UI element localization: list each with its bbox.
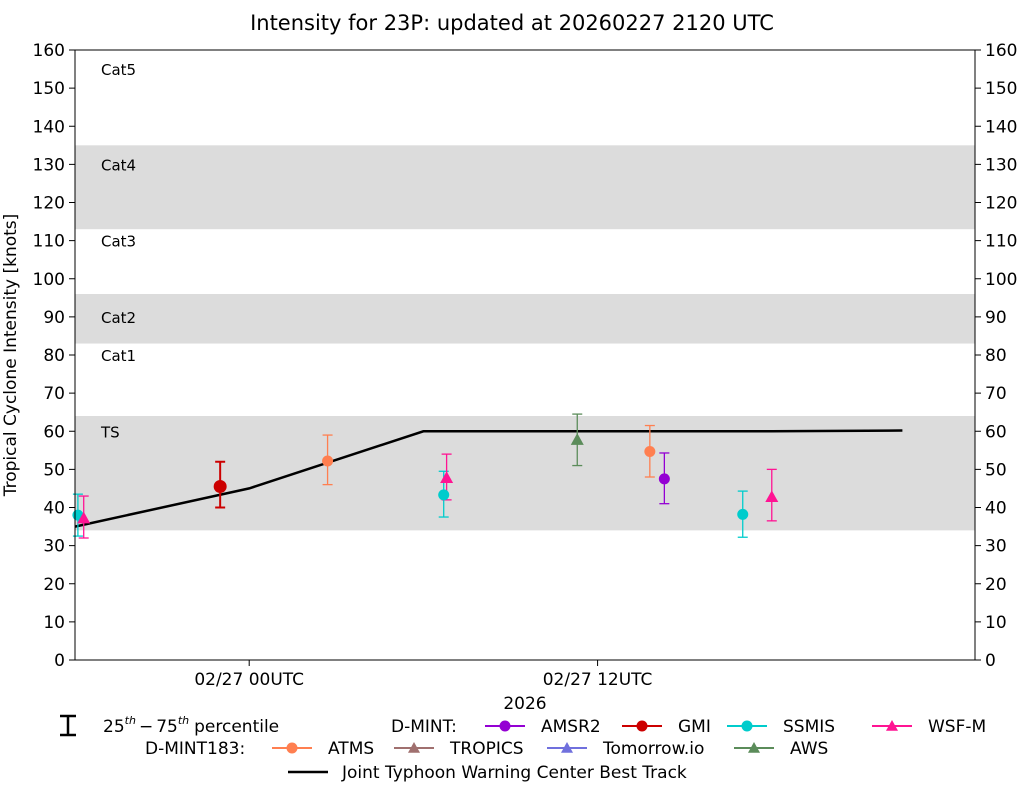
legend-marker-atms [286, 742, 298, 754]
legend-entry-ssmis: SSMIS [727, 717, 835, 737]
band-label-cat5: Cat5 [101, 61, 136, 79]
y-tick-label-left-20: 20 [43, 575, 65, 595]
legend-label-wsf-m: WSF-M [928, 717, 986, 737]
legend-marker-aws [748, 742, 760, 753]
y-tick-label-left-50: 50 [43, 460, 65, 480]
band-cat4 [75, 145, 975, 230]
legend: 25th −75th percentile D-MINT: AMSR2 GMI SSMI… [60, 714, 986, 783]
y-tick-label-left-120: 120 [33, 194, 65, 214]
band-cat2 [75, 294, 975, 344]
y-tick-label-left-110: 110 [33, 232, 65, 252]
y-tick-label-left-100: 100 [33, 270, 65, 290]
y-tick-label-left-140: 140 [33, 117, 65, 137]
band-label-cat1: Cat1 [101, 347, 136, 365]
x-axis: 02/27 00UTC 02/27 12UTC [194, 660, 652, 690]
y-tick-label-right-80: 80 [985, 346, 1007, 366]
marker-wsf-m-3 [765, 490, 779, 503]
marker-atms-2 [644, 445, 656, 457]
data-markers [72, 433, 779, 524]
legend-entry-atms: ATMS [272, 739, 374, 759]
legend-entry-amsr2: AMSR2 [485, 717, 601, 737]
y-tick-label-right-150: 150 [985, 79, 1017, 99]
y-tick-label-right-100: 100 [985, 270, 1017, 290]
y-tick-label-right-20: 20 [985, 575, 1007, 595]
y-tick-label-left-10: 10 [43, 613, 65, 633]
legend-label-tomorrow-io: Tomorrow.io [602, 739, 704, 759]
legend-label-atms: ATMS [328, 739, 374, 759]
y-tick-label-left-0: 0 [54, 651, 65, 671]
y-axis-left: 0 10 20 30 40 50 60 70 80 90 100 110 120 130 140 150 160 [33, 41, 75, 671]
band-label-ts: TS [100, 423, 120, 441]
legend-entry-wsf-m: WSF-M [872, 717, 986, 737]
y-tick-label-left-30: 30 [43, 537, 65, 557]
legend-label-ssmis: SSMIS [783, 717, 835, 737]
legend-label-aws: AWS [790, 739, 828, 759]
legend-best-track-label: Joint Typhoon Warning Center Best Track [341, 763, 687, 783]
category-bands [75, 145, 975, 531]
plot-background [75, 50, 975, 660]
legend-group-dmint: D-MINT: [391, 717, 457, 737]
y-tick-label-left-160: 160 [33, 41, 65, 61]
legend-marker-ssmis [741, 720, 753, 732]
band-label-cat4: Cat4 [101, 156, 136, 174]
x-axis-label: 2026 [503, 694, 546, 714]
legend-marker-amsr2 [499, 720, 511, 732]
y-tick-label-left-70: 70 [43, 384, 65, 404]
marker-atms-1 [322, 455, 334, 467]
marker-wsf-m-2 [440, 471, 454, 483]
y-tick-label-right-90: 90 [985, 308, 1007, 328]
legend-percentile-icon [60, 714, 76, 737]
legend-entry-aws: AWS [734, 739, 828, 759]
y-axis-label: Tropical Cyclone Intensity [knots] [1, 214, 21, 498]
x-tick-label-1: 02/27 00UTC [194, 670, 304, 690]
chart-title: Intensity for 23P: updated at 20260227 2… [250, 11, 774, 35]
plot-area [75, 50, 975, 660]
y-tick-label-right-160: 160 [985, 41, 1017, 61]
band-label-cat3: Cat3 [101, 233, 136, 251]
legend-entry-gmi: GMI [622, 717, 711, 737]
y-tick-label-right-110: 110 [985, 232, 1017, 252]
legend-marker-wsf-m [886, 720, 898, 731]
y-tick-label-right-50: 50 [985, 460, 1007, 480]
marker-ssmis-3 [737, 508, 749, 520]
x-tick-label-2: 02/27 12UTC [543, 670, 653, 690]
legend-group-dmint183: D-MINT183: [145, 739, 245, 759]
band-ts [75, 416, 975, 531]
y-tick-label-right-70: 70 [985, 384, 1007, 404]
legend-entry-tomorrow-io: Tomorrow.io [547, 739, 704, 759]
legend-marker-tropics [408, 742, 420, 753]
y-tick-label-right-130: 130 [985, 155, 1017, 175]
y-tick-label-right-0: 0 [985, 651, 996, 671]
category-labels: TS Cat1 Cat2 Cat3 Cat4 Cat5 [100, 61, 136, 441]
y-tick-label-right-120: 120 [985, 194, 1017, 214]
legend-label-tropics: TROPICS [449, 739, 524, 759]
y-axis-right: 0 10 20 30 40 50 60 70 80 90 100 110 120 130 140 150 160 [975, 41, 1017, 671]
legend-label-gmi: GMI [678, 717, 711, 737]
y-tick-label-left-60: 60 [43, 422, 65, 442]
marker-ssmis-2 [438, 489, 450, 501]
y-tick-label-left-80: 80 [43, 346, 65, 366]
band-label-cat2: Cat2 [101, 309, 136, 327]
legend-marker-tomorrow-io [561, 742, 573, 753]
legend-entry-tropics: TROPICS [394, 739, 524, 759]
y-tick-label-left-130: 130 [33, 155, 65, 175]
y-tick-label-right-40: 40 [985, 499, 1007, 519]
legend-percentile-label: 25th −75th percentile [103, 714, 279, 737]
y-tick-label-right-140: 140 [985, 117, 1017, 137]
marker-gmi-1 [213, 480, 227, 494]
y-tick-label-right-30: 30 [985, 537, 1007, 557]
y-tick-label-right-60: 60 [985, 422, 1007, 442]
y-tick-label-left-40: 40 [43, 499, 65, 519]
y-tick-label-left-90: 90 [43, 308, 65, 328]
marker-wsf-m-1 [77, 511, 91, 524]
legend-marker-gmi [636, 720, 648, 732]
y-tick-label-right-10: 10 [985, 613, 1007, 633]
y-tick-label-left-150: 150 [33, 79, 65, 99]
marker-aws-1 [570, 433, 584, 445]
legend-label-amsr2: AMSR2 [541, 717, 601, 737]
marker-amsr2-1 [658, 473, 670, 485]
